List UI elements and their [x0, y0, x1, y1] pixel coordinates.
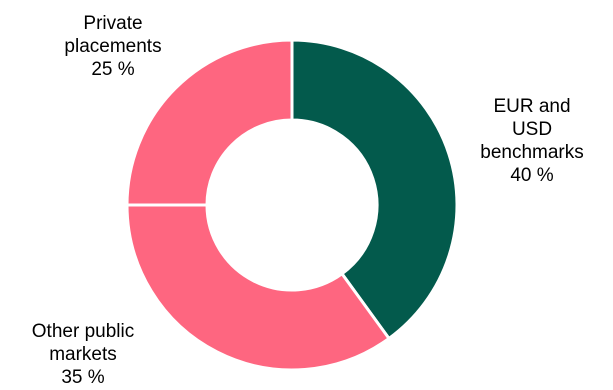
slice-label-line: USD — [511, 119, 553, 140]
slice-label-eur-usd-benchmarks: EUR and USD benchmarks 40 % — [462, 95, 602, 187]
slice-value-label: 25 % — [91, 59, 135, 80]
slice-label-private-placements: Private placements 25 % — [38, 12, 188, 81]
slice-label-line: markets — [49, 344, 117, 365]
slice-label-line: EUR and — [493, 96, 571, 117]
slice-label-line: Other public — [31, 321, 135, 342]
slice-value-label: 40 % — [510, 165, 554, 186]
slice-label-other-public-markets: Other public markets 35 % — [8, 320, 158, 389]
slice-label-line: Private — [83, 13, 143, 34]
slice-label-line: benchmarks — [480, 142, 584, 163]
donut-slice-private-placements — [125, 38, 294, 207]
slice-value-label: 35 % — [61, 367, 105, 388]
donut-slice-other-public-markets — [125, 203, 392, 372]
slice-label-line: placements — [64, 36, 162, 57]
donut-slice-eur-and-usd-benchmarks — [290, 38, 459, 341]
